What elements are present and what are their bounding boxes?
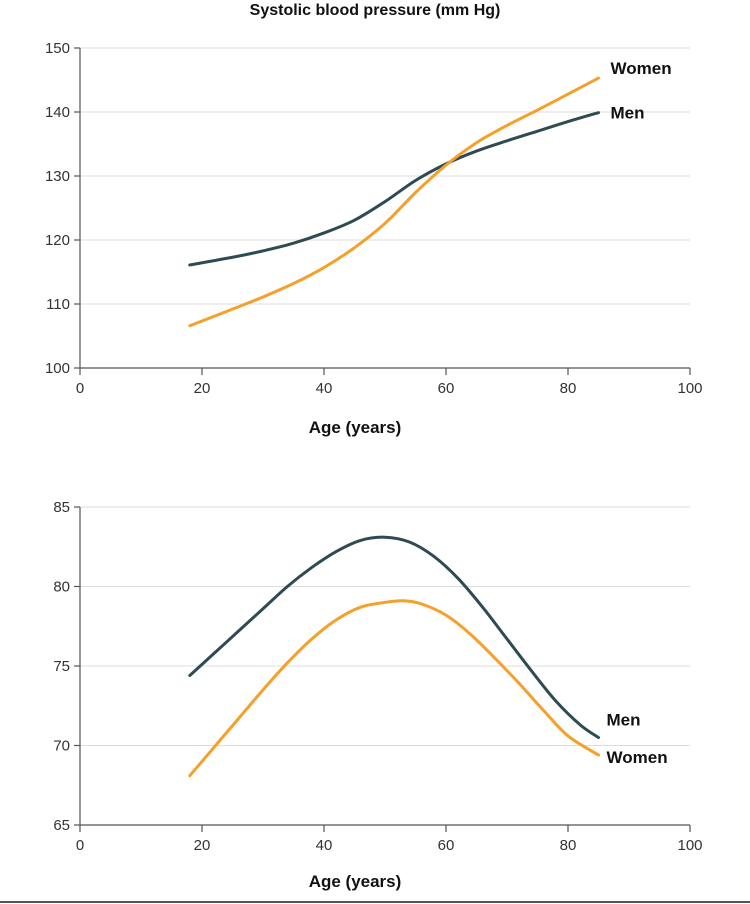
y-tick-label: 130 [45,168,70,185]
x-tick-label: 60 [438,837,455,854]
x-axis-title: Age (years) [309,418,402,437]
x-tick-label: 20 [194,380,211,397]
x-tick-label: 100 [677,837,702,854]
x-tick-label: 100 [677,380,702,397]
chart-title: Systolic blood pressure (mm Hg) [249,2,501,19]
x-tick-label: 20 [194,837,211,854]
x-tick-label: 80 [560,380,577,397]
y-tick-label: 110 [46,296,70,313]
series-line-men [188,535,600,740]
series-label-women: Women [611,59,672,78]
series-label-men: Men [607,711,641,730]
y-tick-label: 150 [45,40,70,57]
series-line-women [188,599,600,778]
y-tick-label: 140 [45,104,70,121]
y-tick-label: 65 [53,817,70,834]
y-tick-label: 75 [53,658,70,675]
x-axis-title: Age (years) [309,872,402,891]
bottom-divider [0,901,750,903]
x-tick-label: 80 [560,837,577,854]
series-label-women: Women [607,748,668,767]
series-line-women [188,76,600,328]
x-tick-label: 40 [316,837,333,854]
y-tick-label: 70 [53,738,70,755]
series-line-men [188,111,600,267]
y-tick-label: 80 [53,579,70,596]
x-tick-label: 60 [438,380,455,397]
x-tick-label: 40 [316,380,333,397]
x-tick-label: 0 [76,837,84,854]
y-tick-label: 100 [45,360,70,377]
series-label-men: Men [611,104,645,123]
y-tick-label: 85 [53,499,70,516]
x-tick-label: 0 [76,380,84,397]
chart-systolic: 100 110 120 130 140 150 0 20 40 60 80 100 Age (years… [45,40,703,437]
y-tick-label: 120 [45,232,70,249]
